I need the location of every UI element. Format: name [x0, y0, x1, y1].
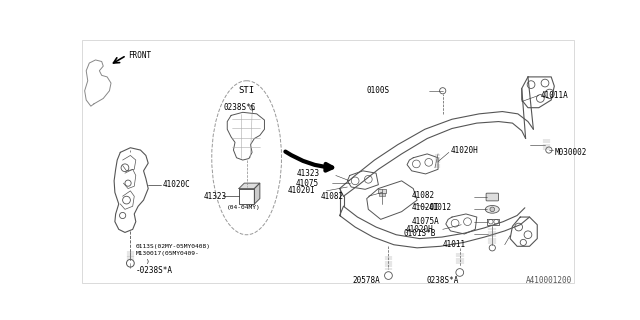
Text: 41011A: 41011A [540, 91, 568, 100]
Polygon shape [239, 183, 260, 188]
Text: 41011: 41011 [443, 240, 466, 249]
FancyBboxPatch shape [486, 193, 499, 201]
Text: M130017(05MY0409-: M130017(05MY0409- [136, 252, 200, 257]
Text: 0238S*A: 0238S*A [426, 276, 459, 285]
Text: 41323: 41323 [297, 169, 320, 178]
Polygon shape [254, 183, 260, 204]
Text: 41075: 41075 [296, 179, 319, 188]
Text: ): ) [146, 259, 150, 264]
Text: 41082: 41082 [412, 191, 435, 200]
Bar [379, 193, 385, 196]
Text: FRONT: FRONT [128, 51, 151, 60]
Circle shape [515, 223, 522, 231]
Circle shape [125, 180, 131, 186]
Circle shape [412, 160, 420, 168]
Text: 41012: 41012 [429, 203, 452, 212]
Text: M030002: M030002 [554, 148, 587, 157]
Text: 0100S: 0100S [367, 86, 390, 95]
Text: 41082: 41082 [320, 192, 344, 201]
Text: 0238S*C: 0238S*C [223, 103, 256, 112]
Bar [378, 188, 386, 193]
Circle shape [490, 207, 495, 212]
Circle shape [364, 175, 372, 183]
Text: 0113S(02MY-05MY0408): 0113S(02MY-05MY0408) [136, 244, 211, 249]
Circle shape [120, 212, 125, 219]
Circle shape [425, 158, 433, 166]
Text: 20578A: 20578A [353, 276, 381, 285]
Text: 41020C: 41020C [163, 180, 191, 189]
Ellipse shape [485, 205, 499, 213]
Text: -0238S*A: -0238S*A [136, 267, 173, 276]
Circle shape [123, 196, 131, 204]
Text: 41020H: 41020H [406, 225, 433, 234]
Circle shape [527, 81, 535, 88]
Text: 0101S*B: 0101S*B [404, 229, 436, 238]
Text: A410001200: A410001200 [526, 276, 572, 285]
Circle shape [520, 239, 527, 245]
Text: (04-04MY): (04-04MY) [227, 205, 261, 210]
Text: STI: STI [239, 86, 255, 95]
Circle shape [451, 219, 459, 227]
Circle shape [463, 218, 472, 226]
Circle shape [536, 95, 544, 102]
Circle shape [488, 219, 493, 224]
Text: 41020I: 41020I [288, 186, 316, 195]
Text: 41323: 41323 [204, 192, 227, 201]
Text: 41020I: 41020I [412, 203, 440, 212]
Text: 41020H: 41020H [451, 146, 478, 155]
Circle shape [494, 219, 499, 224]
Circle shape [121, 164, 129, 172]
Circle shape [351, 177, 359, 185]
Text: 41075A: 41075A [412, 217, 440, 226]
Circle shape [541, 79, 549, 87]
Circle shape [524, 231, 532, 239]
Circle shape [545, 89, 554, 99]
